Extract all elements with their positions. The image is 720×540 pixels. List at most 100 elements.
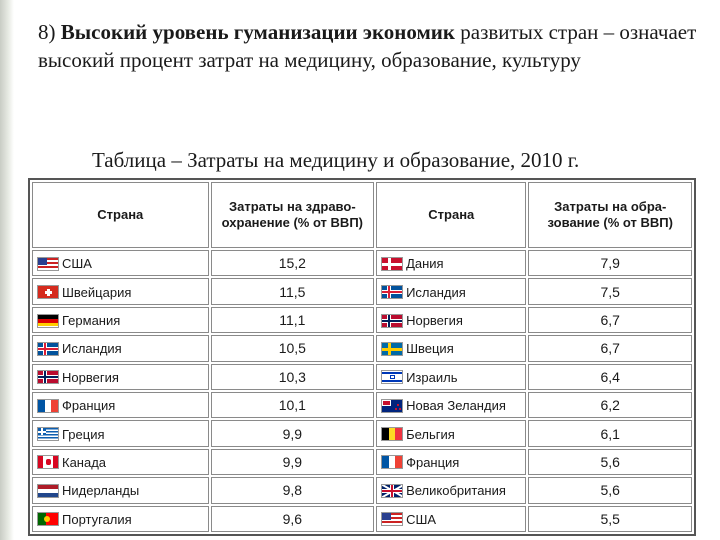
table-header-row: Страна Затраты на здраво-охранение (% от… [32, 182, 692, 248]
health-value: 10,1 [210, 391, 375, 419]
data-table-frame: Страна Затраты на здраво-охранение (% от… [28, 178, 696, 536]
header-education: Затраты на обра-зование (% от ВВП) [528, 182, 692, 248]
canada-flag-icon [37, 455, 59, 470]
health-value: 9,6 [210, 505, 375, 532]
country-name: США [406, 511, 437, 527]
new-zealand-flag-icon [381, 398, 404, 413]
denmark-flag-icon [381, 256, 404, 271]
table-row: Исландия 10,5 Швеция 6,7 [32, 335, 692, 362]
country-name: Израиль [406, 369, 458, 385]
portugal-flag-icon [37, 512, 59, 527]
country-name: Исландия [62, 341, 122, 357]
education-value: 6,2 [528, 391, 692, 419]
education-country-cell: Израиль [376, 363, 527, 390]
header-country-1: Страна [32, 182, 209, 248]
table-row: США 15,2 Дания 7,9 [32, 250, 692, 277]
health-country-cell: Франция [32, 391, 209, 419]
country-name: Новая Зеландия [406, 398, 506, 414]
country-name: Исландия [406, 284, 466, 300]
country-name: Норвегия [406, 313, 463, 328]
education-country-cell: Норвегия [376, 306, 527, 334]
education-country-cell: Дания [376, 250, 527, 277]
country-name: Швеция [406, 341, 454, 357]
education-country-cell: Исландия [376, 278, 527, 305]
health-country-cell: Канада [32, 448, 209, 476]
left-decor-stripe [0, 0, 14, 540]
heading-number: 8) [38, 20, 56, 44]
country-name: Великобритания [406, 483, 506, 499]
education-value: 5,5 [528, 505, 692, 532]
heading-bold: Высокий уровень гуманизации экономик [60, 20, 456, 44]
health-value: 9,8 [210, 477, 375, 504]
country-name: Норвегия [62, 369, 119, 385]
heading-rest: развитых стран – означает высокий процен… [38, 20, 697, 72]
table-row: Швейцария 11,5 Исландия 7,5 [32, 278, 692, 305]
usa-flag-icon [381, 512, 404, 527]
table-row: Норвегия 10,3 Израиль 6,4 [32, 363, 692, 390]
netherlands-flag-icon [37, 483, 59, 498]
country-name: Франция [62, 398, 116, 414]
health-value: 10,5 [210, 335, 375, 362]
health-value: 11,1 [210, 306, 375, 334]
health-country-cell: Греция [32, 420, 209, 447]
health-country-cell: Норвегия [32, 363, 209, 390]
education-value: 6,1 [528, 420, 692, 447]
education-value: 5,6 [528, 448, 692, 476]
table-row: Канада 9,9 Франция 5,6 [32, 448, 692, 476]
iceland-flag-icon [381, 285, 404, 300]
health-value: 9,9 [210, 448, 375, 476]
health-country-cell: Германия [32, 306, 209, 334]
expenses-table: Страна Затраты на здраво-охранение (% от… [30, 180, 694, 534]
country-name: Португалия [62, 511, 132, 527]
education-value: 6,4 [528, 363, 692, 390]
header-health: Затраты на здраво-охранение (% от ВВП) [210, 182, 375, 248]
health-country-cell: Исландия [32, 335, 209, 362]
france-flag-icon [381, 455, 404, 470]
health-country-cell: Швейцария [32, 278, 209, 305]
country-name: Швейцария [62, 284, 132, 300]
country-name: Бельгия [406, 426, 455, 442]
education-country-cell: Франция [376, 448, 527, 476]
uk-flag-icon [381, 483, 404, 498]
usa-flag-icon [37, 256, 59, 271]
country-name: Канада [62, 454, 107, 470]
israel-flag-icon [381, 370, 404, 385]
health-value: 11,5 [210, 278, 375, 305]
health-value: 9,9 [210, 420, 375, 447]
education-value: 6,7 [528, 335, 692, 362]
norway-flag-icon [37, 370, 59, 385]
slide-heading: 8) Высокий уровень гуманизации экономик … [38, 18, 708, 74]
belgium-flag-icon [381, 427, 404, 442]
country-name: Германия [62, 313, 121, 328]
sweden-flag-icon [381, 341, 404, 356]
greece-flag-icon [37, 427, 59, 442]
norway-flag-icon [381, 313, 404, 328]
table-row: Нидерланды 9,8 Великобритания 5,6 [32, 477, 692, 504]
education-value: 6,7 [528, 306, 692, 334]
country-name: Греция [62, 426, 105, 442]
education-value: 7,9 [528, 250, 692, 277]
education-country-cell: Бельгия [376, 420, 527, 447]
education-country-cell: Новая Зеландия [376, 391, 527, 419]
table-row: Португалия 9,6 США 5,5 [32, 505, 692, 532]
table-row: Германия 11,1 Норвегия 6,7 [32, 306, 692, 334]
country-name: Дания [406, 256, 444, 272]
health-value: 10,3 [210, 363, 375, 390]
switzerland-flag-icon [37, 285, 59, 300]
education-value: 7,5 [528, 278, 692, 305]
table-row: Франция 10,1 Новая Зеландия 6,2 [32, 391, 692, 419]
education-value: 5,6 [528, 477, 692, 504]
germany-flag-icon [37, 313, 59, 328]
education-country-cell: США [376, 505, 527, 532]
health-country-cell: Нидерланды [32, 477, 209, 504]
country-name: Нидерланды [62, 483, 140, 499]
country-name: Франция [406, 454, 460, 470]
header-country-2: Страна [376, 182, 527, 248]
education-country-cell: Швеция [376, 335, 527, 362]
table-row: Греция 9,9 Бельгия 6,1 [32, 420, 692, 447]
health-country-cell: США [32, 250, 209, 277]
health-value: 15,2 [210, 250, 375, 277]
iceland-flag-icon [37, 341, 59, 356]
health-country-cell: Португалия [32, 505, 209, 532]
country-name: США [62, 256, 92, 272]
